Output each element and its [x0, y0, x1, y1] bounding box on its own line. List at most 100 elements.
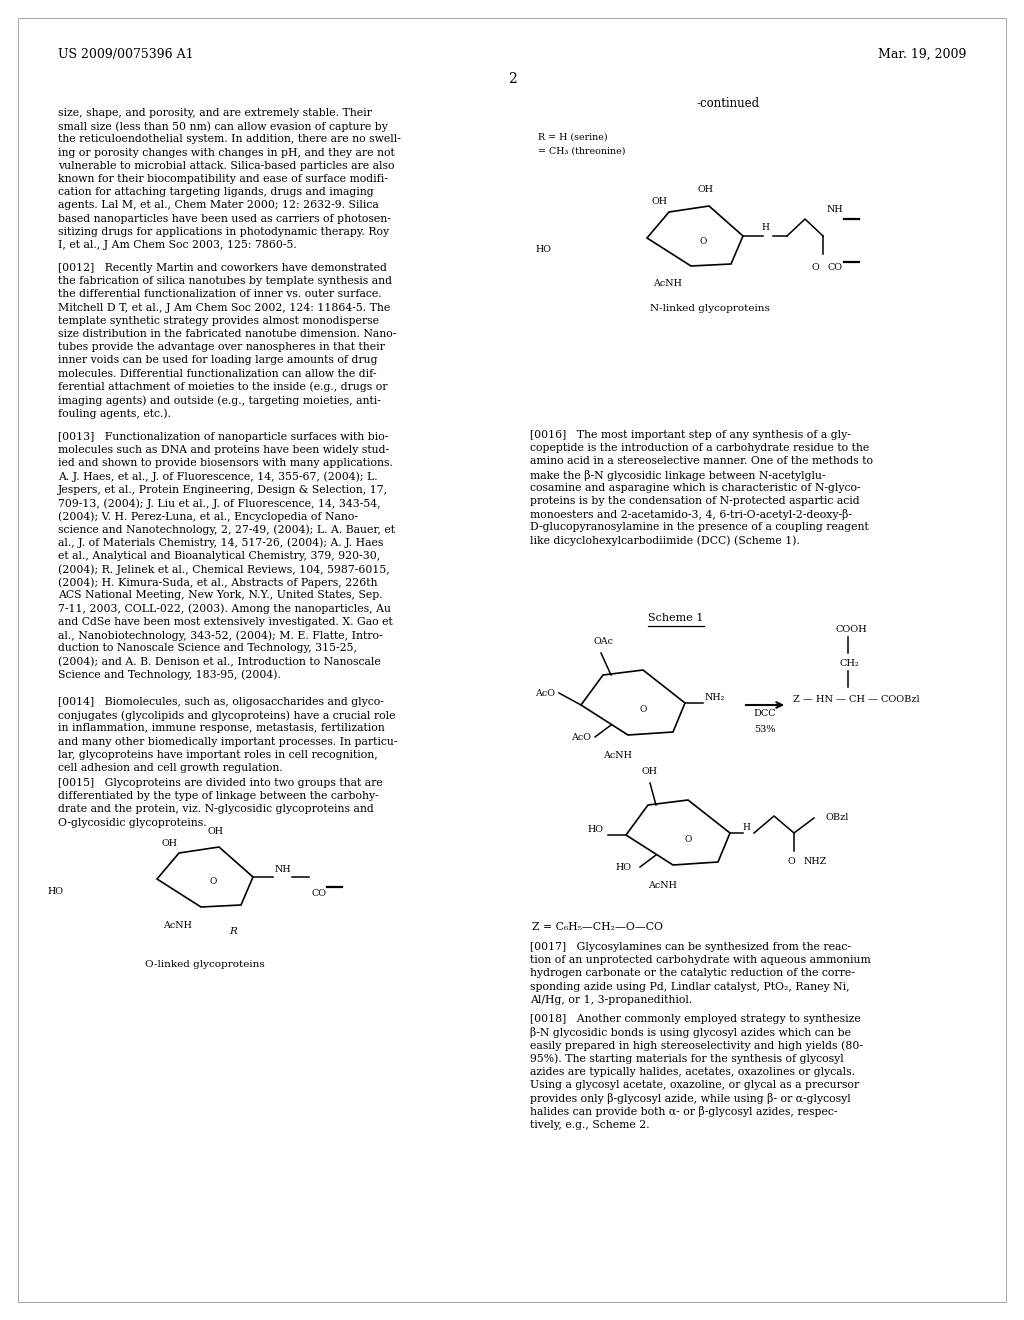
Text: = CH₃ (threonine): = CH₃ (threonine) — [538, 147, 626, 156]
Text: and CdSe have been most extensively investigated. X. Gao et: and CdSe have been most extensively inve… — [58, 616, 393, 627]
Text: (2004); and A. B. Denison et al., Introduction to Nanoscale: (2004); and A. B. Denison et al., Introd… — [58, 656, 381, 667]
Text: O: O — [209, 878, 217, 887]
Text: cell adhesion and cell growth regulation.: cell adhesion and cell growth regulation… — [58, 763, 283, 774]
Text: al., J. of Materials Chemistry, 14, 517-26, (2004); A. J. Haes: al., J. of Materials Chemistry, 14, 517-… — [58, 537, 383, 548]
Text: 7-11, 2003, COLL-022, (2003). Among the nanoparticles, Au: 7-11, 2003, COLL-022, (2003). Among the … — [58, 603, 391, 614]
Text: based nanoparticles have been used as carriers of photosen-: based nanoparticles have been used as ca… — [58, 214, 391, 223]
Text: [0016]   The most important step of any synthesis of a gly-: [0016] The most important step of any sy… — [530, 430, 851, 440]
Text: Mar. 19, 2009: Mar. 19, 2009 — [878, 48, 966, 61]
Text: cation for attaching targeting ligands, drugs and imaging: cation for attaching targeting ligands, … — [58, 187, 374, 197]
Text: [0015]   Glycoproteins are divided into two groups that are: [0015] Glycoproteins are divided into tw… — [58, 777, 383, 788]
Text: DCC: DCC — [754, 710, 776, 718]
Text: OAc: OAc — [593, 638, 613, 647]
Text: -continued: -continued — [696, 96, 760, 110]
Text: Scheme 1: Scheme 1 — [648, 612, 703, 623]
Text: azides are typically halides, acetates, oxazolines or glycals.: azides are typically halides, acetates, … — [530, 1067, 855, 1077]
Text: like dicyclohexylcarbodiimide (DCC) (Scheme 1).: like dicyclohexylcarbodiimide (DCC) (Sch… — [530, 536, 800, 546]
Text: make the β-N glycosidic linkage between N-acetylglu-: make the β-N glycosidic linkage between … — [530, 470, 825, 480]
Text: the differential functionalization of inner vs. outer surface.: the differential functionalization of in… — [58, 289, 382, 300]
Text: ferential attachment of moieties to the inside (e.g., drugs or: ferential attachment of moieties to the … — [58, 381, 387, 392]
Text: O: O — [699, 236, 707, 246]
Text: molecules. Differential functionalization can allow the dif-: molecules. Differential functionalizatio… — [58, 368, 377, 379]
Text: R = H (serine): R = H (serine) — [538, 133, 607, 143]
Text: sponding azide using Pd, Lindlar catalyst, PtO₂, Raney Ni,: sponding azide using Pd, Lindlar catalys… — [530, 982, 850, 991]
Text: OH: OH — [642, 767, 658, 776]
Text: OBzl: OBzl — [826, 813, 849, 822]
Text: I, et al., J Am Chem Soc 2003, 125: 7860-5.: I, et al., J Am Chem Soc 2003, 125: 7860… — [58, 240, 297, 249]
Text: ing or porosity changes with changes in pH, and they are not: ing or porosity changes with changes in … — [58, 148, 394, 157]
Text: cosamine and asparagine which is characteristic of N-glyco-: cosamine and asparagine which is charact… — [530, 483, 860, 492]
Text: CO: CO — [311, 888, 326, 898]
Text: hydrogen carbonate or the catalytic reduction of the corre-: hydrogen carbonate or the catalytic redu… — [530, 969, 855, 978]
Text: O-glycosidic glycoproteins.: O-glycosidic glycoproteins. — [58, 817, 207, 828]
Text: in inflammation, immune response, metastasis, fertilization: in inflammation, immune response, metast… — [58, 723, 385, 734]
Text: HO: HO — [587, 825, 603, 834]
Text: OH: OH — [697, 186, 713, 194]
Text: 53%: 53% — [755, 725, 776, 734]
Text: 95%). The starting materials for the synthesis of glycosyl: 95%). The starting materials for the syn… — [530, 1053, 844, 1064]
Text: O: O — [788, 857, 796, 866]
Text: [0012]   Recently Martin and coworkers have demonstrated: [0012] Recently Martin and coworkers hav… — [58, 263, 387, 273]
Text: R: R — [229, 927, 237, 936]
Text: AcO: AcO — [535, 689, 555, 697]
Text: H: H — [742, 822, 750, 832]
Text: amino acid in a stereoselective manner. One of the methods to: amino acid in a stereoselective manner. … — [530, 457, 873, 466]
Text: O: O — [812, 264, 820, 272]
Text: CO: CO — [827, 264, 842, 272]
Text: vulnerable to microbial attack. Silica-based particles are also: vulnerable to microbial attack. Silica-b… — [58, 161, 394, 170]
Text: O: O — [684, 834, 691, 843]
Text: lar, glycoproteins have important roles in cell recognition,: lar, glycoproteins have important roles … — [58, 750, 378, 760]
Text: tion of an unprotected carbohydrate with aqueous ammonium: tion of an unprotected carbohydrate with… — [530, 956, 870, 965]
Text: imaging agents) and outside (e.g., targeting moieties, anti-: imaging agents) and outside (e.g., targe… — [58, 395, 381, 405]
Text: conjugates (glycolipids and glycoproteins) have a crucial role: conjugates (glycolipids and glycoprotein… — [58, 710, 395, 721]
Text: Z = C₆H₅—CH₂—O—CO: Z = C₆H₅—CH₂—O—CO — [532, 921, 663, 932]
Text: small size (less than 50 nm) can allow evasion of capture by: small size (less than 50 nm) can allow e… — [58, 121, 388, 132]
Text: the reticuloendothelial system. In addition, there are no swell-: the reticuloendothelial system. In addit… — [58, 135, 400, 144]
Text: differentiated by the type of linkage between the carbohy-: differentiated by the type of linkage be… — [58, 791, 379, 801]
Text: Jespers, et al., Protein Engineering, Design & Selection, 17,: Jespers, et al., Protein Engineering, De… — [58, 484, 388, 495]
Text: OH: OH — [207, 826, 223, 836]
Text: [0013]   Functionalization of nanoparticle surfaces with bio-: [0013] Functionalization of nanoparticle… — [58, 432, 388, 442]
Text: AcNH: AcNH — [603, 751, 632, 759]
Text: size distribution in the fabricated nanotube dimension. Nano-: size distribution in the fabricated nano… — [58, 329, 396, 339]
Text: ACS National Meeting, New York, N.Y., United States, Sep.: ACS National Meeting, New York, N.Y., Un… — [58, 590, 383, 601]
Text: and many other biomedically important processes. In particu-: and many other biomedically important pr… — [58, 737, 397, 747]
Text: duction to Nanoscale Science and Technology, 315-25,: duction to Nanoscale Science and Technol… — [58, 643, 357, 653]
Text: ied and shown to provide biosensors with many applications.: ied and shown to provide biosensors with… — [58, 458, 393, 469]
Text: the fabrication of silica nanotubes by template synthesis and: the fabrication of silica nanotubes by t… — [58, 276, 392, 286]
Text: 709-13, (2004); J. Liu et al., J. of Fluorescence, 14, 343-54,: 709-13, (2004); J. Liu et al., J. of Flu… — [58, 498, 381, 508]
Text: CH₂: CH₂ — [839, 659, 859, 668]
Text: NH: NH — [275, 865, 292, 874]
Text: sitizing drugs for applications in photodynamic therapy. Roy: sitizing drugs for applications in photo… — [58, 227, 389, 236]
Text: AcNH: AcNH — [653, 280, 682, 289]
Text: copeptide is the introduction of a carbohydrate residue to the: copeptide is the introduction of a carbo… — [530, 444, 869, 453]
Text: COOH: COOH — [836, 624, 867, 634]
Text: (2004); V. H. Perez-Luna, et al., Encyclopedia of Nano-: (2004); V. H. Perez-Luna, et al., Encycl… — [58, 511, 358, 521]
Text: β-N glycosidic bonds is using glycosyl azides which can be: β-N glycosidic bonds is using glycosyl a… — [530, 1027, 851, 1039]
Text: Mitchell D T, et al., J Am Chem Soc 2002, 124: 11864-5. The: Mitchell D T, et al., J Am Chem Soc 2002… — [58, 302, 390, 313]
Text: 2: 2 — [508, 73, 516, 86]
Text: (2004); R. Jelinek et al., Chemical Reviews, 104, 5987-6015,: (2004); R. Jelinek et al., Chemical Revi… — [58, 564, 390, 574]
Text: easily prepared in high stereoselectivity and high yields (80-: easily prepared in high stereoselectivit… — [530, 1040, 863, 1051]
Text: H: H — [761, 223, 769, 232]
Text: known for their biocompatibility and ease of surface modifi-: known for their biocompatibility and eas… — [58, 174, 388, 183]
Text: provides only β-glycosyl azide, while using β- or α-glycosyl: provides only β-glycosyl azide, while us… — [530, 1093, 851, 1105]
Text: HO: HO — [616, 862, 632, 871]
Text: [0018]   Another commonly employed strategy to synthesize: [0018] Another commonly employed strateg… — [530, 1014, 861, 1024]
Text: agents. Lal M, et al., Chem Mater 2000; 12: 2632-9. Silica: agents. Lal M, et al., Chem Mater 2000; … — [58, 201, 379, 210]
Text: tubes provide the advantage over nanospheres in that their: tubes provide the advantage over nanosph… — [58, 342, 385, 352]
Text: Al/Hg, or 1, 3-propanedithiol.: Al/Hg, or 1, 3-propanedithiol. — [530, 995, 692, 1005]
Text: [0017]   Glycosylamines can be synthesized from the reac-: [0017] Glycosylamines can be synthesized… — [530, 942, 851, 952]
Text: NH₂: NH₂ — [705, 693, 725, 701]
Text: HO: HO — [536, 246, 552, 255]
Text: monoesters and 2-acetamido-3, 4, 6-tri-O-acetyl-2-deoxy-β-: monoesters and 2-acetamido-3, 4, 6-tri-O… — [530, 510, 852, 520]
Text: halides can provide both α- or β-glycosyl azides, respec-: halides can provide both α- or β-glycosy… — [530, 1106, 838, 1118]
Text: A. J. Haes, et al., J. of Fluorescence, 14, 355-67, (2004); L.: A. J. Haes, et al., J. of Fluorescence, … — [58, 471, 378, 482]
Text: size, shape, and porosity, and are extremely stable. Their: size, shape, and porosity, and are extre… — [58, 108, 372, 117]
Text: AcNH: AcNH — [648, 880, 677, 890]
Text: fouling agents, etc.).: fouling agents, etc.). — [58, 408, 171, 418]
Text: HO: HO — [48, 887, 63, 895]
Text: US 2009/0075396 A1: US 2009/0075396 A1 — [58, 48, 194, 61]
Text: et al., Analytical and Bioanalytical Chemistry, 379, 920-30,: et al., Analytical and Bioanalytical Che… — [58, 550, 380, 561]
Text: AcO: AcO — [571, 733, 591, 742]
